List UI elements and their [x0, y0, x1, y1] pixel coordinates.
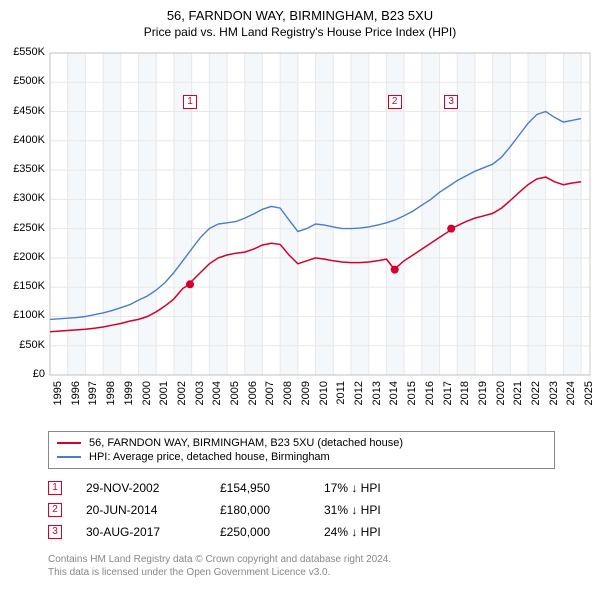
marker-label-2: 2 [388, 95, 402, 109]
x-axis-label: 2019 [477, 381, 489, 411]
footer-note: Contains HM Land Registry data © Crown c… [48, 553, 552, 579]
x-axis-label: 2015 [406, 381, 418, 411]
transaction-date: 30-AUG-2017 [86, 525, 196, 539]
x-axis-label: 1999 [123, 381, 135, 411]
x-axis-label: 1995 [52, 381, 64, 411]
x-axis-label: 1998 [105, 381, 117, 411]
y-axis-label: £0 [0, 368, 45, 380]
transaction-row: 2 20-JUN-2014 £180,000 31% ↓ HPI [48, 499, 552, 521]
footer-line-2: This data is licensed under the Open Gov… [48, 566, 552, 579]
footer-line-1: Contains HM Land Registry data © Crown c… [48, 553, 552, 566]
marker-dot [391, 266, 399, 274]
legend-label: 56, FARNDON WAY, BIRMINGHAM, B23 5XU (de… [89, 437, 403, 449]
transaction-date: 20-JUN-2014 [86, 503, 196, 517]
x-axis-label: 2014 [388, 381, 400, 411]
x-axis-label: 2022 [530, 381, 542, 411]
transaction-marker: 3 [48, 525, 62, 539]
y-axis-label: £200K [0, 251, 45, 263]
legend-label: HPI: Average price, detached house, Birm… [89, 451, 330, 463]
x-axis-label: 2010 [318, 381, 330, 411]
transaction-price: £154,950 [220, 481, 300, 495]
y-axis-label: £250K [0, 222, 45, 234]
x-axis-label: 2025 [583, 381, 595, 411]
chart-subtitle: Price paid vs. HM Land Registry's House … [0, 23, 600, 45]
x-axis-label: 2004 [211, 381, 223, 411]
chart-title: 56, FARNDON WAY, BIRMINGHAM, B23 5XU [0, 0, 600, 23]
x-axis-label: 2013 [371, 381, 383, 411]
marker-label-3: 3 [444, 95, 458, 109]
x-axis-label: 2024 [565, 381, 577, 411]
x-axis-label: 2016 [424, 381, 436, 411]
transaction-price: £180,000 [220, 503, 300, 517]
chart-svg [0, 45, 600, 425]
legend: 56, FARNDON WAY, BIRMINGHAM, B23 5XU (de… [48, 431, 555, 469]
y-axis-label: £100K [0, 309, 45, 321]
x-axis-label: 1996 [70, 381, 82, 411]
transaction-pct: 24% ↓ HPI [324, 525, 424, 539]
marker-dot [447, 225, 455, 233]
y-axis-label: £500K [0, 75, 45, 87]
x-axis-label: 1997 [87, 381, 99, 411]
x-axis-label: 2006 [247, 381, 259, 411]
y-axis-label: £550K [0, 46, 45, 58]
x-axis-label: 2012 [353, 381, 365, 411]
y-axis-label: £350K [0, 163, 45, 175]
x-axis-label: 2003 [194, 381, 206, 411]
x-axis-label: 2017 [442, 381, 454, 411]
x-axis-label: 2011 [335, 381, 347, 411]
y-axis-label: £150K [0, 280, 45, 292]
y-axis-label: £400K [0, 134, 45, 146]
chart-area: £0 £50K £100K £150K £200K £250K £300K £350K £400… [0, 45, 600, 425]
x-axis-label: 2001 [158, 381, 170, 411]
x-axis-label: 2020 [495, 381, 507, 411]
x-axis-label: 2023 [548, 381, 560, 411]
transaction-row: 1 29-NOV-2002 £154,950 17% ↓ HPI [48, 477, 552, 499]
transaction-price: £250,000 [220, 525, 300, 539]
transaction-row: 3 30-AUG-2017 £250,000 24% ↓ HPI [48, 521, 552, 543]
transaction-pct: 17% ↓ HPI [324, 481, 424, 495]
x-axis-label: 2009 [300, 381, 312, 411]
transaction-marker: 1 [48, 481, 62, 495]
x-axis-label: 2007 [264, 381, 276, 411]
y-axis-label: £50K [0, 339, 45, 351]
marker-label-1: 1 [183, 95, 197, 109]
legend-swatch [57, 456, 81, 458]
transaction-marker: 2 [48, 503, 62, 517]
legend-item: HPI: Average price, detached house, Birm… [57, 450, 546, 464]
x-axis-label: 2005 [229, 381, 241, 411]
transaction-pct: 31% ↓ HPI [324, 503, 424, 517]
x-axis-label: 2021 [512, 381, 524, 411]
legend-swatch [57, 442, 81, 444]
x-axis-label: 2002 [176, 381, 188, 411]
marker-dot [186, 280, 194, 288]
transaction-date: 29-NOV-2002 [86, 481, 196, 495]
y-axis-label: £450K [0, 105, 45, 117]
x-axis-label: 2008 [282, 381, 294, 411]
x-axis-label: 2000 [141, 381, 153, 411]
legend-item: 56, FARNDON WAY, BIRMINGHAM, B23 5XU (de… [57, 436, 546, 450]
transactions-table: 1 29-NOV-2002 £154,950 17% ↓ HPI 2 20-JUN-201… [48, 477, 552, 543]
x-axis-label: 2018 [459, 381, 471, 411]
y-axis-label: £300K [0, 192, 45, 204]
